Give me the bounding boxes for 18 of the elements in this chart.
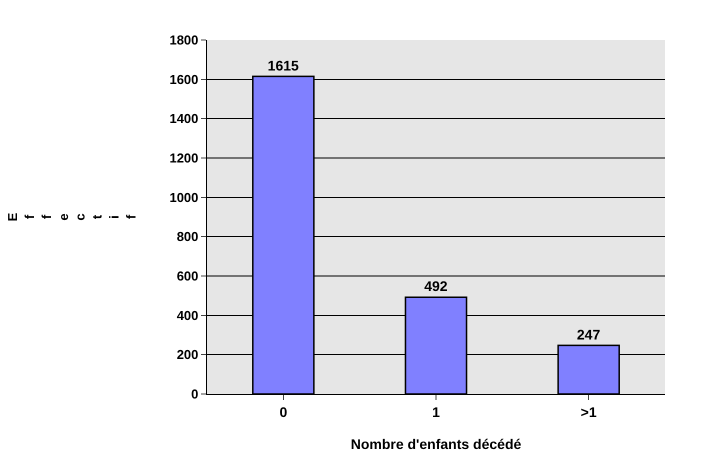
y-tick-label: 1200 — [169, 150, 198, 166]
y-axis-title: Effectif — [5, 212, 138, 222]
y-tick-label: 1400 — [169, 111, 198, 126]
y-tick-label: 600 — [176, 268, 198, 284]
y-tick-label: 1600 — [169, 72, 198, 87]
data-label: 1615 — [268, 57, 300, 74]
x-tick-label: 1 — [432, 404, 440, 420]
y-tick-label: 0 — [191, 386, 198, 402]
x-tick-label: 0 — [279, 404, 288, 420]
y-tick-label: 1800 — [169, 32, 198, 48]
y-tick-label: 400 — [176, 308, 198, 323]
y-tick-label: 200 — [176, 347, 198, 362]
x-tick-label: >1 — [580, 404, 597, 420]
x-axis-title: Nombre d'enfants décédé — [350, 436, 522, 452]
data-label: 247 — [576, 326, 600, 342]
y-tick-label: 800 — [176, 229, 198, 244]
data-label: 492 — [424, 278, 448, 294]
y-tick-label: 1000 — [169, 190, 198, 205]
